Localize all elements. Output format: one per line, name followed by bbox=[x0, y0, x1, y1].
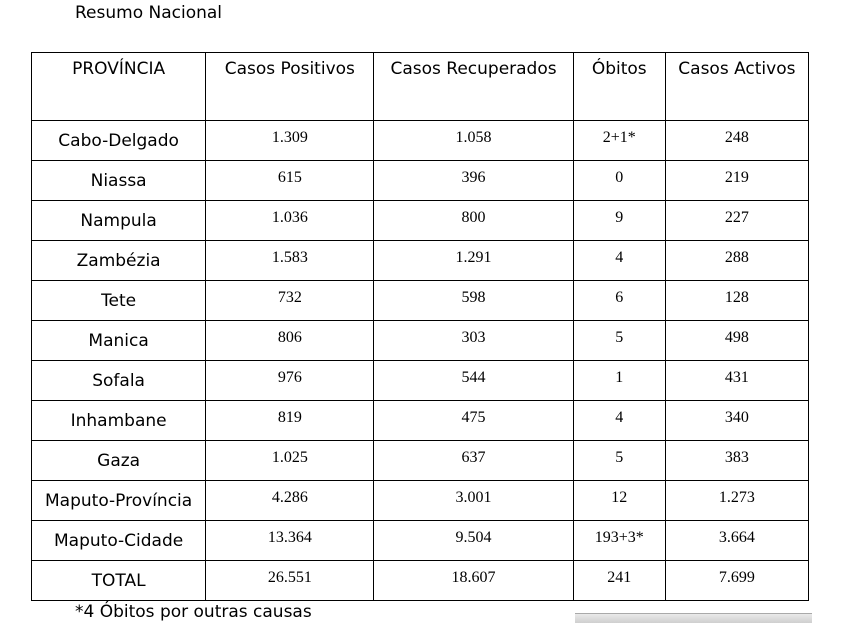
table-row: Tete 732 598 6 128 bbox=[30, 280, 810, 321]
recovered-cell: 303 bbox=[373, 320, 574, 361]
recovered-cell: 3.001 bbox=[373, 480, 574, 521]
document-title: Resumo Nacional bbox=[75, 3, 223, 23]
recovered-cell: 544 bbox=[373, 360, 574, 401]
table-row: Maputo-Província 4.286 3.001 12 1.273 bbox=[30, 480, 810, 521]
table-row: Manica 806 303 5 498 bbox=[30, 320, 810, 361]
deaths-cell: 1 bbox=[572, 360, 666, 401]
positive-cell: 819 bbox=[205, 400, 375, 441]
deaths-cell: 5 bbox=[572, 320, 666, 361]
header-obitos: Óbitos bbox=[572, 52, 666, 121]
active-cell: 1.273 bbox=[664, 480, 810, 521]
province-cell: Manica bbox=[30, 320, 207, 361]
header-casos-positivos: Casos Positivos bbox=[205, 52, 375, 121]
province-cell: Nampula bbox=[30, 200, 207, 241]
total-label-cell: TOTAL bbox=[30, 560, 207, 601]
recovered-cell: 1.291 bbox=[373, 240, 574, 281]
province-cell: Tete bbox=[30, 280, 207, 321]
total-positive-cell: 26.551 bbox=[205, 560, 375, 601]
active-cell: 227 bbox=[664, 200, 810, 241]
deaths-cell: 0 bbox=[572, 160, 666, 201]
table-row: Maputo-Cidade 13.364 9.504 193+3* 3.664 bbox=[30, 520, 810, 561]
header-provincia: PROVÍNCIA bbox=[30, 52, 207, 121]
positive-cell: 1.025 bbox=[205, 440, 375, 481]
deaths-cell: 4 bbox=[572, 240, 666, 281]
table-row: Gaza 1.025 637 5 383 bbox=[30, 440, 810, 481]
recovered-cell: 475 bbox=[373, 400, 574, 441]
recovered-cell: 396 bbox=[373, 160, 574, 201]
total-active-cell: 7.699 bbox=[664, 560, 810, 601]
active-cell: 128 bbox=[664, 280, 810, 321]
positive-cell: 732 bbox=[205, 280, 375, 321]
recovered-cell: 598 bbox=[373, 280, 574, 321]
province-cell: Niassa bbox=[30, 160, 207, 201]
active-cell: 498 bbox=[664, 320, 810, 361]
active-cell: 248 bbox=[664, 120, 810, 161]
table-row: Inhambane 819 475 4 340 bbox=[30, 400, 810, 441]
header-casos-recuperados: Casos Recuperados bbox=[373, 52, 574, 121]
positive-cell: 1.583 bbox=[205, 240, 375, 281]
deaths-cell: 9 bbox=[572, 200, 666, 241]
total-row: TOTAL 26.551 18.607 241 7.699 bbox=[30, 560, 810, 601]
active-cell: 340 bbox=[664, 400, 810, 441]
provincial-summary-table: PROVÍNCIA Casos Positivos Casos Recupera… bbox=[30, 52, 810, 601]
province-cell: Sofala bbox=[30, 360, 207, 401]
footnote: *4 Óbitos por outras causas bbox=[75, 602, 312, 622]
recovered-cell: 9.504 bbox=[373, 520, 574, 561]
positive-cell: 615 bbox=[205, 160, 375, 201]
deaths-cell: 12 bbox=[572, 480, 666, 521]
recovered-cell: 637 bbox=[373, 440, 574, 481]
deaths-cell: 4 bbox=[572, 400, 666, 441]
window-edge-bar bbox=[575, 613, 812, 623]
positive-cell: 4.286 bbox=[205, 480, 375, 521]
positive-cell: 1.036 bbox=[205, 200, 375, 241]
active-cell: 219 bbox=[664, 160, 810, 201]
table-row: Sofala 976 544 1 431 bbox=[30, 360, 810, 401]
table-row: Niassa 615 396 0 219 bbox=[30, 160, 810, 201]
active-cell: 3.664 bbox=[664, 520, 810, 561]
province-cell: Inhambane bbox=[30, 400, 207, 441]
active-cell: 431 bbox=[664, 360, 810, 401]
deaths-cell: 193+3* bbox=[572, 520, 666, 561]
province-cell: Cabo-Delgado bbox=[30, 120, 207, 161]
province-cell: Maputo-Cidade bbox=[30, 520, 207, 561]
positive-cell: 1.309 bbox=[205, 120, 375, 161]
province-cell: Zambézia bbox=[30, 240, 207, 281]
header-row: PROVÍNCIA Casos Positivos Casos Recupera… bbox=[30, 52, 810, 121]
positive-cell: 13.364 bbox=[205, 520, 375, 561]
table-row: Cabo-Delgado 1.309 1.058 2+1* 248 bbox=[30, 120, 810, 161]
table-row: Nampula 1.036 800 9 227 bbox=[30, 200, 810, 241]
active-cell: 383 bbox=[664, 440, 810, 481]
header-casos-activos: Casos Activos bbox=[664, 52, 810, 121]
recovered-cell: 1.058 bbox=[373, 120, 574, 161]
recovered-cell: 800 bbox=[373, 200, 574, 241]
province-cell: Gaza bbox=[30, 440, 207, 481]
active-cell: 288 bbox=[664, 240, 810, 281]
deaths-cell: 5 bbox=[572, 440, 666, 481]
deaths-cell: 6 bbox=[572, 280, 666, 321]
table-row: Zambézia 1.583 1.291 4 288 bbox=[30, 240, 810, 281]
total-deaths-cell: 241 bbox=[572, 560, 666, 601]
province-cell: Maputo-Província bbox=[30, 480, 207, 521]
positive-cell: 806 bbox=[205, 320, 375, 361]
deaths-cell: 2+1* bbox=[572, 120, 666, 161]
positive-cell: 976 bbox=[205, 360, 375, 401]
total-recovered-cell: 18.607 bbox=[373, 560, 574, 601]
